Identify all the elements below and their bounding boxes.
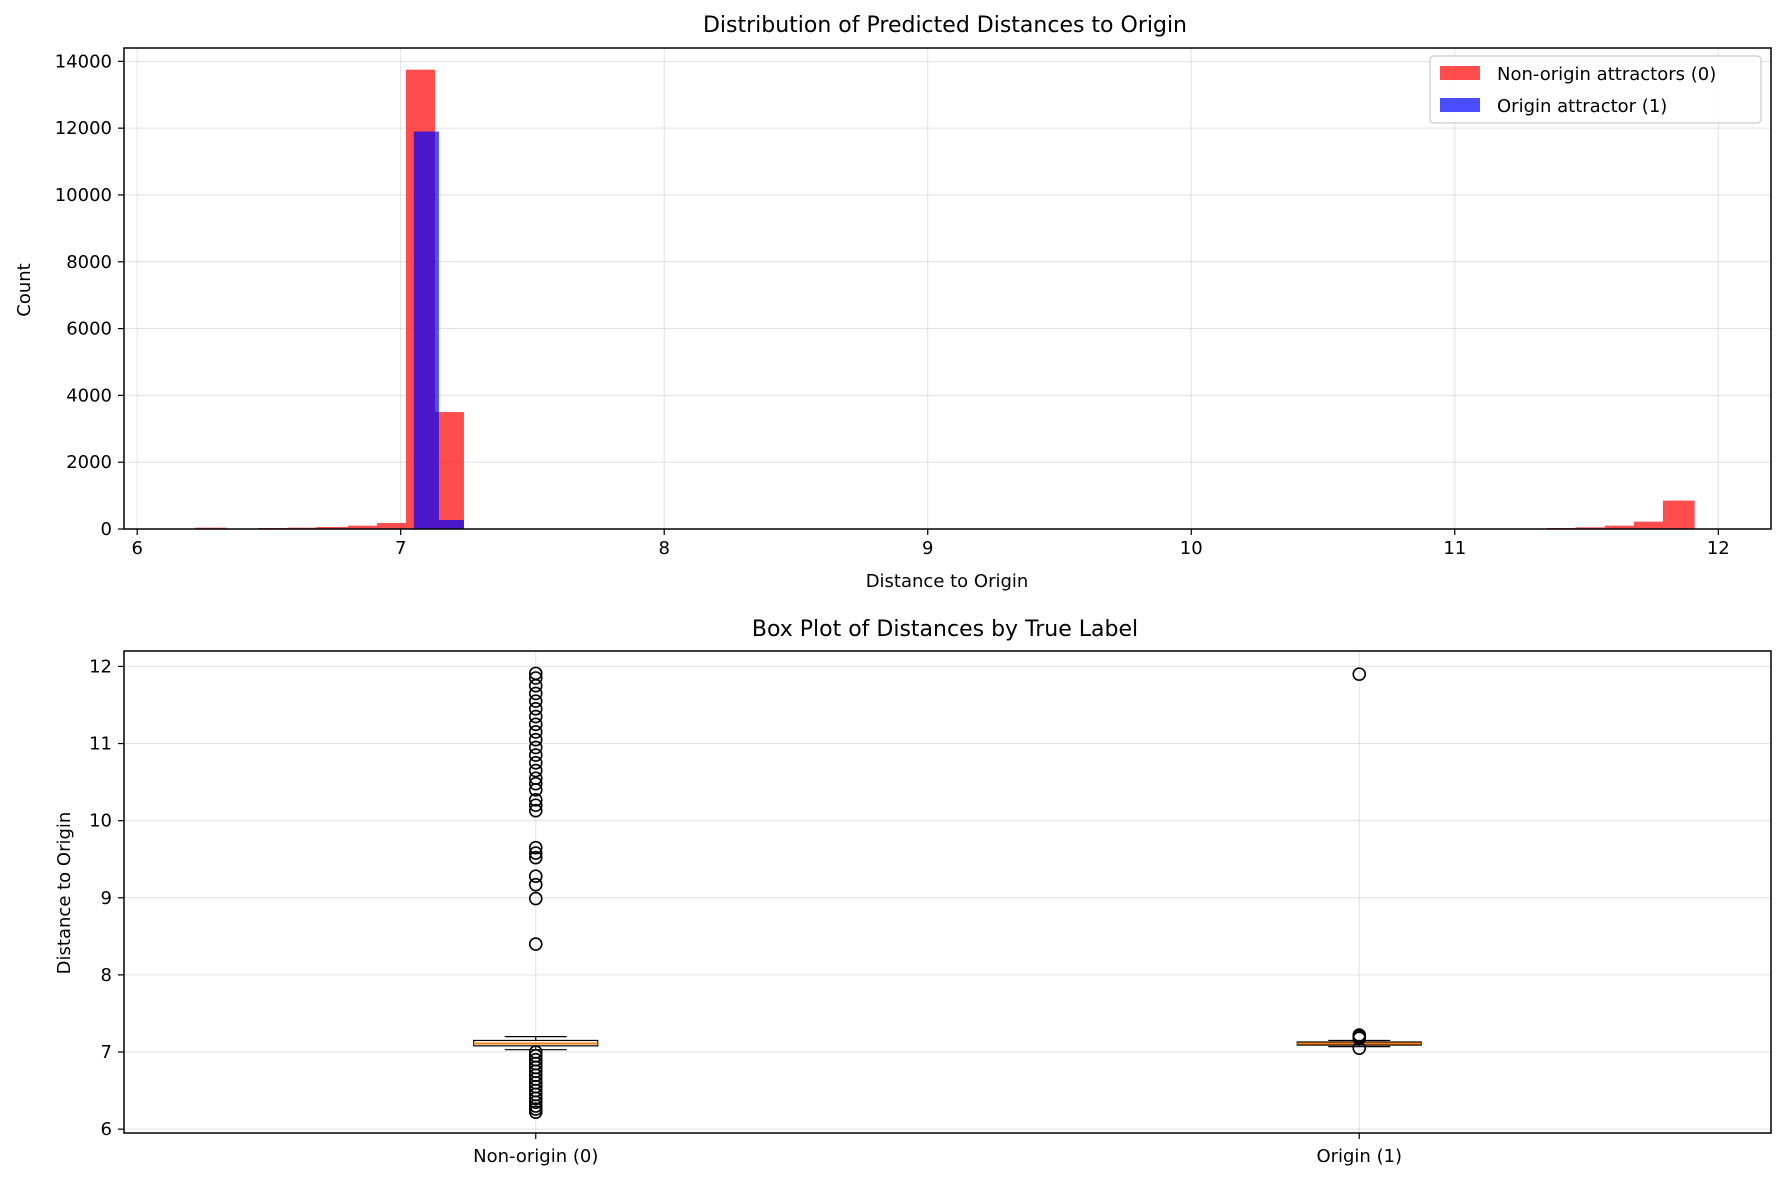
- boxplot-boxes: [473, 666, 1422, 1119]
- histogram-x-tick-label: 6: [131, 538, 142, 559]
- histogram-bar-non-origin: [376, 522, 406, 529]
- boxplot-y-tick-label: 9: [101, 888, 112, 909]
- box-outlier: [528, 869, 543, 883]
- box-outlier: [528, 732, 543, 747]
- box-outlier: [528, 756, 543, 770]
- histogram-bar-non-origin: [316, 526, 348, 529]
- legend-label-origin: Origin attractor (1): [1497, 96, 1667, 117]
- histogram-y-tick-label: 8000: [66, 252, 112, 273]
- box-outlier: [1352, 667, 1367, 681]
- histogram-bar-non-origin: [1604, 525, 1634, 529]
- box-outlier: [528, 937, 543, 951]
- boxplot-y-tick-label: 12: [89, 656, 112, 677]
- box-outlier: [528, 763, 543, 778]
- histogram-bars: [195, 69, 1695, 530]
- box-non-origin: [473, 666, 599, 1119]
- histogram-bar-non-origin: [347, 525, 377, 529]
- box-outlier: [528, 748, 543, 762]
- histogram-bar-origin: [438, 519, 464, 529]
- box-outlier: [1352, 1028, 1367, 1042]
- boxplot-title: Box Plot of Distances by True Label: [752, 617, 1138, 642]
- histogram-bar-origin: [413, 131, 439, 529]
- box-outlier: [528, 1049, 543, 1063]
- box-outlier: [528, 840, 543, 855]
- box-outlier: [528, 803, 543, 818]
- box-outlier: [528, 709, 543, 724]
- boxplot-y-tick-label: 11: [89, 734, 112, 755]
- boxplot-y-tick-label: 10: [89, 811, 112, 832]
- histogram-y-ticks: 0 2000 4000 6000 8000 10000 12000 14000: [55, 51, 124, 540]
- legend-frame: [1429, 55, 1762, 124]
- boxplot-y-tick-label: 8: [101, 965, 112, 986]
- boxplot-axes-frame: [123, 650, 1772, 1134]
- histogram-x-tick-label: 9: [922, 538, 933, 559]
- histogram-y-tick-label: 12000: [55, 118, 112, 139]
- box-outlier: [528, 725, 543, 739]
- box-outlier: [528, 776, 543, 791]
- histogram-bar-non-origin: [1575, 527, 1605, 529]
- box-outlier: [528, 717, 543, 732]
- histogram-panel: Distribution of Predicted Distances to O…: [14, 13, 1772, 592]
- histogram-x-tick-label: 11: [1443, 538, 1466, 559]
- box-outlier: [528, 1052, 543, 1067]
- legend-label-non-origin: Non-origin attractors (0): [1497, 64, 1716, 85]
- histogram-bar-non-origin: [1662, 500, 1695, 529]
- histogram-bar-non-origin: [1633, 521, 1663, 529]
- histogram-y-tick-label: 4000: [66, 385, 112, 406]
- box-outlier: [528, 850, 543, 865]
- box-outlier: [528, 891, 543, 906]
- box-outlier: [528, 666, 543, 681]
- boxplot-y-ticks: 6 7 8 9 10 11 12: [89, 656, 124, 1140]
- legend-swatch-non-origin: [1440, 66, 1480, 80]
- box-outlier: [528, 686, 543, 701]
- histogram-y-tick-label: 2000: [66, 452, 112, 473]
- boxplot-y-tick-label: 6: [101, 1119, 112, 1140]
- box-outlier: [528, 671, 543, 685]
- histogram-y-axis-label: Count: [14, 263, 35, 316]
- histogram-x-axis-label: Distance to Origin: [866, 571, 1029, 592]
- box-outlier: [528, 846, 543, 860]
- box-outlier: [528, 793, 543, 807]
- box-outlier: [528, 694, 543, 708]
- box-outlier: [528, 1045, 543, 1059]
- histogram-axes-frame: [123, 47, 1772, 530]
- box-origin: [1296, 667, 1422, 1055]
- boxplot-y-tick-label: 7: [101, 1042, 112, 1063]
- histogram-y-tick-label: 6000: [66, 319, 112, 340]
- histogram-y-tick-label: 0: [101, 519, 112, 540]
- legend: Non-origin attractors (0) Origin attract…: [1429, 55, 1762, 124]
- boxplot-x-ticks: Non-origin (0) Origin (1): [473, 1133, 1402, 1167]
- histogram-bar-non-origin: [434, 412, 464, 529]
- boxplot-grid: [124, 651, 1771, 1133]
- boxplot-x-tick-label: Origin (1): [1316, 1146, 1402, 1167]
- histogram-x-tick-label: 8: [658, 538, 669, 559]
- histogram-y-tick-label: 10000: [55, 185, 112, 206]
- box-outlier: [528, 877, 543, 892]
- box-outlier: [528, 771, 543, 786]
- legend-swatch-origin: [1440, 98, 1480, 112]
- histogram-x-tick-label: 12: [1707, 538, 1730, 559]
- histogram-x-tick-label: 7: [395, 538, 406, 559]
- histogram-x-tick-label: 10: [1180, 538, 1203, 559]
- histogram-x-ticks: 6 7 8 9 10 11 12: [131, 529, 1730, 559]
- boxplot-y-axis-label: Distance to Origin: [54, 812, 75, 975]
- boxplot-panel: Box Plot of Distances by True Label Non-…: [54, 617, 1772, 1167]
- histogram-y-tick-label: 14000: [55, 51, 112, 72]
- histogram-grid: [124, 48, 1771, 530]
- boxplot-x-tick-label: Non-origin (0): [473, 1146, 598, 1167]
- box-outlier: [528, 702, 543, 716]
- box-outlier: [528, 740, 543, 755]
- histogram-title: Distribution of Predicted Distances to O…: [703, 13, 1187, 38]
- box-outlier: [528, 798, 543, 813]
